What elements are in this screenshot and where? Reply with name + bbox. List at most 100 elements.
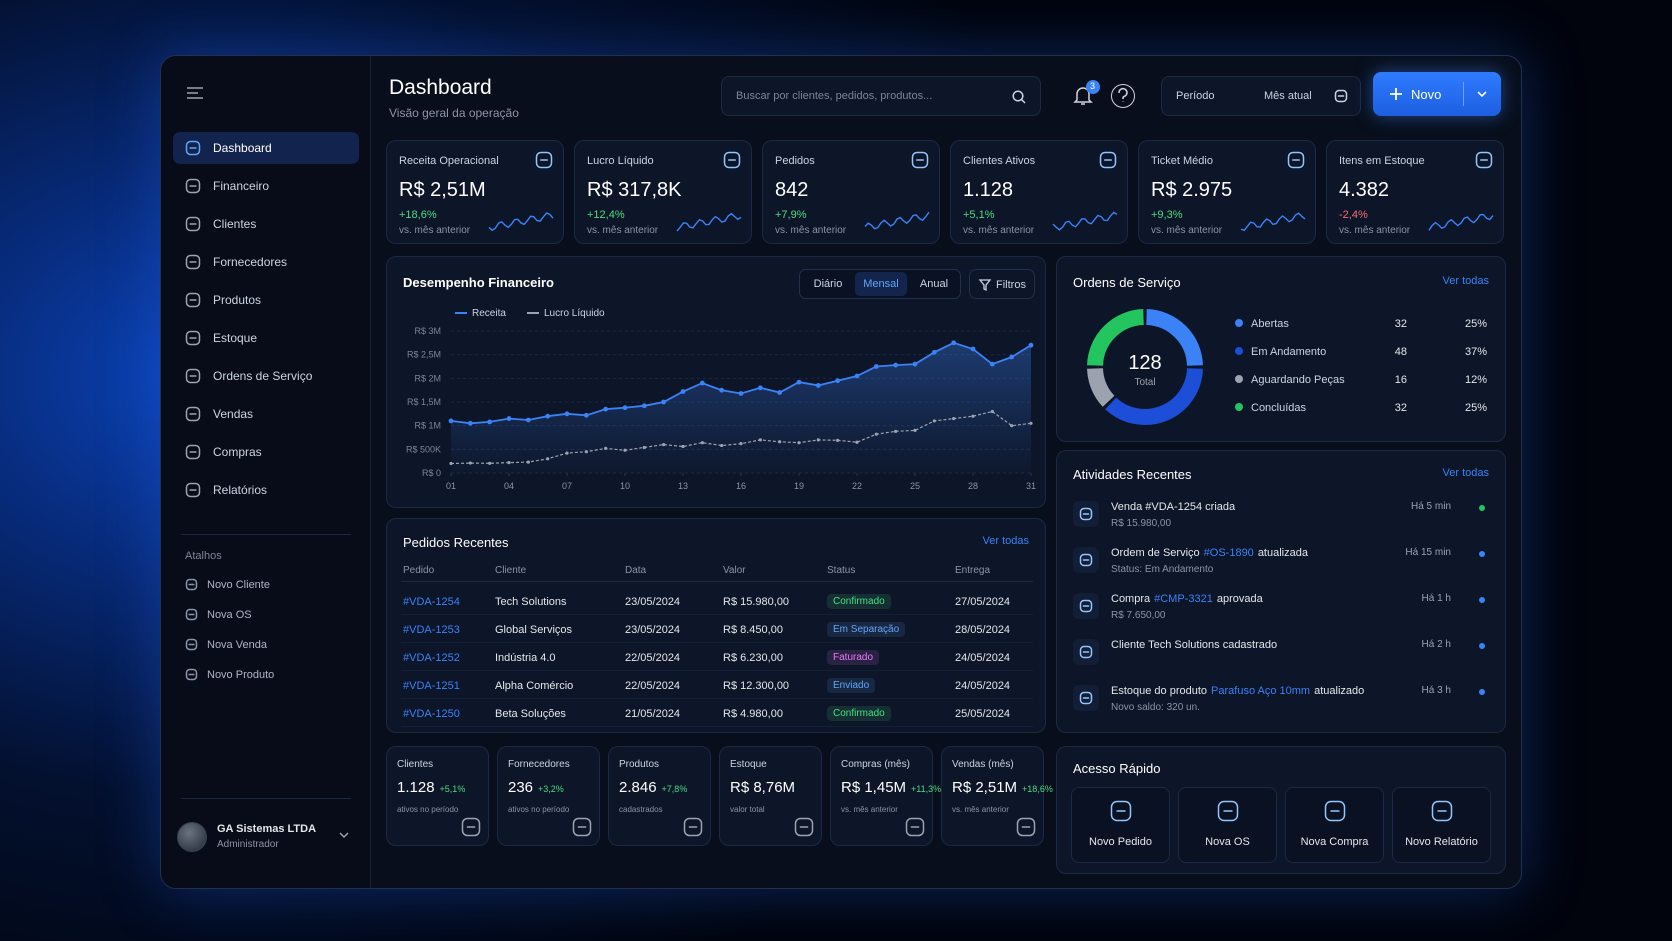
table-row[interactable]: #VDA-1253 Global Serviços 23/05/2024 R$ 8.4… [401, 617, 1033, 643]
quick-access-tile[interactable]: Nova OS [1178, 787, 1277, 863]
quick-access-tile[interactable]: Novo Pedido [1071, 787, 1170, 863]
help-shape [1118, 87, 1128, 102]
user-chevron [339, 832, 349, 839]
icon [1079, 691, 1093, 705]
status-badge: Em Separação [827, 622, 906, 637]
shortcut-item[interactable]: Novo Cliente [177, 572, 355, 598]
table-row[interactable]: #VDA-1250 Beta Soluções 21/05/2024 R$ 4.980… [401, 701, 1033, 727]
kpi-change: +7,9% [775, 209, 807, 221]
x-tick-label: 01 [446, 481, 456, 491]
summary-note: valor total [730, 805, 765, 814]
order-id-link: #VDA-1251 [403, 680, 460, 692]
chart-title: Desempenho Financeiro [403, 275, 554, 290]
icon-shape [185, 254, 201, 270]
table-row[interactable]: #VDA-1251 Alpha Comércio 22/05/2024 R$ 12.3… [401, 673, 1033, 699]
summary-card: Estoque R$ 8,76M valor total [719, 746, 822, 846]
sparkline [676, 212, 742, 232]
series-point [835, 378, 841, 384]
menu-item[interactable]: Ordens de Serviço [173, 360, 359, 392]
summary-value-row: R$ 2,51M +18,6% [952, 779, 1053, 797]
series-point [797, 441, 801, 445]
activity-item[interactable]: Cliente Tech Solutions cadastrado Há 2 h [1069, 635, 1495, 677]
menu-item[interactable]: Produtos [173, 284, 359, 316]
series-point [468, 461, 472, 465]
search-box[interactable]: Buscar por clientes, pedidos, produtos..… [721, 76, 1041, 116]
activity-item[interactable]: Venda #VDA-1254 criada R$ 15.980,00 Há 5 m… [1069, 497, 1495, 539]
chart-tab[interactable]: Diário [802, 272, 854, 296]
series-point [1009, 354, 1015, 360]
menu-item[interactable]: Fornecedores [173, 246, 359, 278]
quick-access-tile[interactable]: Novo Relatório [1392, 787, 1491, 863]
chart-tab[interactable]: Mensal [855, 272, 907, 296]
icon [723, 151, 741, 169]
activity-item[interactable]: Estoque do produto Parafuso Aço 10mm atual… [1069, 681, 1495, 723]
period-label: Período [1176, 90, 1215, 102]
table-row[interactable]: #VDA-1254 Tech Solutions 23/05/2024 R$ 15.9… [401, 589, 1033, 615]
activity-item[interactable]: Compra #CMP-3321 aprovada R$ 7.650,00 Há 1 h [1069, 589, 1495, 631]
icon-shape [572, 817, 592, 837]
menu-item[interactable]: Financeiro [173, 170, 359, 202]
shortcut-label: Nova Venda [207, 639, 267, 651]
icon-shape [1217, 800, 1239, 822]
table-cell: 23/05/2024 [625, 624, 681, 636]
series-point [970, 346, 976, 352]
icon-shape [185, 638, 198, 651]
chart-tab[interactable]: Anual [908, 272, 960, 296]
icon-shape [461, 817, 481, 837]
shortcut-item[interactable]: Novo Produto [177, 662, 355, 688]
y-tick-label: R$ 3M [414, 326, 441, 336]
sparkline [864, 211, 930, 230]
shortcut-label: Nova OS [207, 609, 252, 621]
table-row[interactable]: #VDA-1252 Indústria 4.0 22/05/2024 R$ 6.230… [401, 645, 1033, 671]
table-cell: R$ 6.230,00 [723, 652, 783, 664]
period-selector[interactable]: Período Mês atual [1161, 76, 1361, 116]
icon [1334, 89, 1348, 103]
icon-shape [1079, 599, 1093, 613]
quick-access-tile[interactable]: Nova Compra [1285, 787, 1384, 863]
legend-label: Receita [472, 308, 506, 319]
icon [185, 330, 201, 346]
kpi-card: Receita Operacional R$ 2,51M +18,6% vs. mês… [386, 140, 564, 244]
menu-label: Compras [213, 445, 262, 459]
user-card[interactable]: GA Sistemas LTDA Administrador [177, 816, 357, 860]
shortcut-item[interactable]: Nova Venda [177, 632, 355, 658]
kpi-change: +9,3% [1151, 209, 1183, 221]
series-point [758, 438, 762, 442]
summary-card: Fornecedores 236 +3,2% ativos no período [497, 746, 600, 846]
help-button[interactable] [1111, 84, 1135, 108]
series-point [893, 362, 899, 368]
icon-shape [1079, 553, 1093, 567]
order-id-link: #VDA-1254 [403, 596, 460, 608]
activity-item[interactable]: Ordem de Serviço #OS-1890 atualizada Status… [1069, 543, 1495, 585]
x-tick-label: 10 [620, 481, 630, 491]
view-all-link[interactable]: Ver todas [1442, 275, 1489, 287]
kpi-card: Ticket Médio R$ 2.975 +9,3% vs. mês anterio… [1138, 140, 1316, 244]
table-cell: R$ 4.980,00 [723, 708, 783, 720]
kpi-change: -2,4% [1339, 209, 1368, 221]
icon [185, 216, 201, 232]
series-point [488, 461, 492, 465]
menu-item[interactable]: Relatórios [173, 474, 359, 506]
kpi-change: +5,1% [963, 209, 995, 221]
shortcut-item[interactable]: Nova OS [177, 602, 355, 628]
view-all-link[interactable]: Ver todas [982, 535, 1029, 547]
menu-item[interactable]: Dashboard [173, 132, 359, 164]
menu-toggle-icon [187, 87, 203, 99]
legend-percent: 25% [1465, 402, 1487, 414]
filter-button[interactable]: Filtros [969, 269, 1035, 299]
icon-shape [185, 608, 198, 621]
icon [535, 151, 553, 169]
menu-item[interactable]: Estoque [173, 322, 359, 354]
menu-item[interactable]: Vendas [173, 398, 359, 430]
menu-item[interactable]: Clientes [173, 208, 359, 240]
filter-label: Filtros [996, 279, 1026, 291]
notifications-button[interactable]: 3 [1069, 80, 1100, 110]
icon [185, 668, 198, 681]
menu-item[interactable]: Compras [173, 436, 359, 468]
view-all-link[interactable]: Ver todas [1442, 467, 1489, 479]
new-button-divider [1463, 82, 1464, 106]
new-button[interactable]: Novo [1373, 72, 1501, 116]
kpi-label: Clientes Ativos [963, 155, 1036, 167]
icon [1287, 151, 1305, 169]
